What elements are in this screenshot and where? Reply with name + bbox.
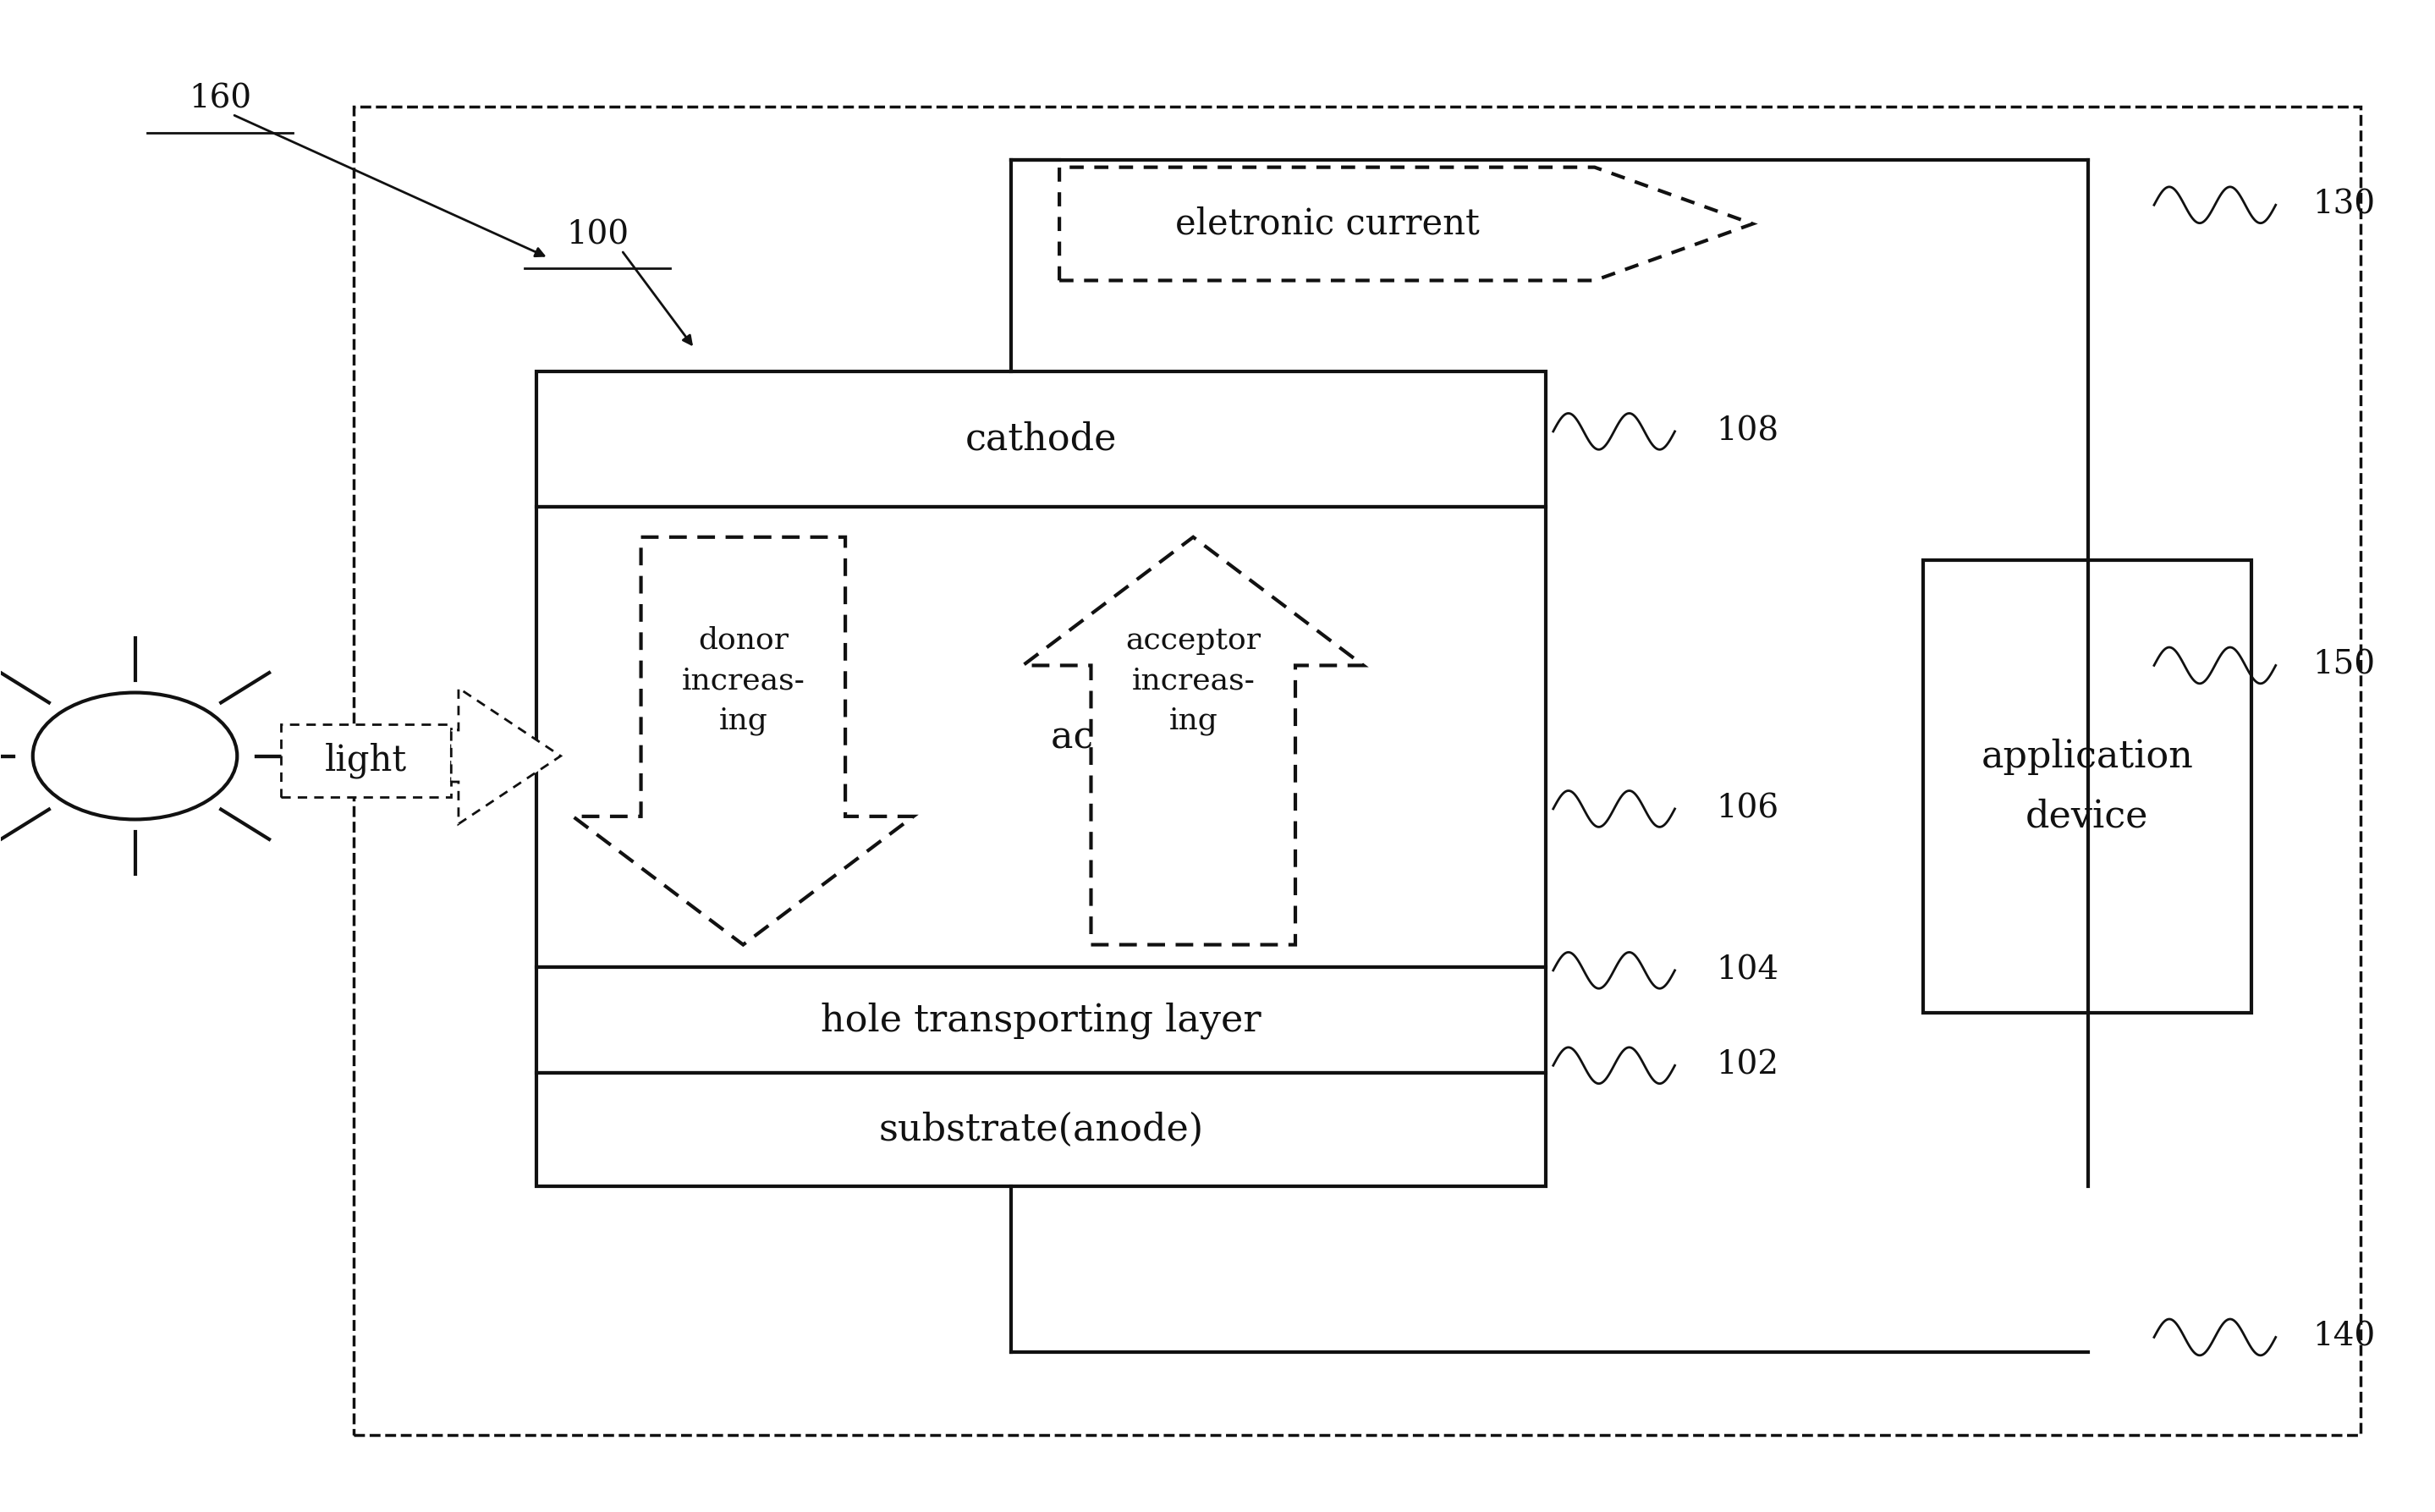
- Text: 130: 130: [2313, 189, 2374, 221]
- Text: 140: 140: [2313, 1321, 2374, 1353]
- Text: 160: 160: [190, 83, 251, 115]
- Polygon shape: [1023, 537, 1364, 945]
- Text: hole transporting layer: hole transporting layer: [821, 1002, 1261, 1039]
- Text: 108: 108: [1717, 416, 1780, 448]
- Text: light: light: [324, 742, 407, 779]
- Text: cathode: cathode: [964, 420, 1118, 457]
- Polygon shape: [450, 688, 560, 824]
- FancyBboxPatch shape: [280, 724, 450, 797]
- Polygon shape: [1059, 168, 1753, 280]
- Text: 150: 150: [2313, 650, 2374, 680]
- Polygon shape: [572, 537, 913, 945]
- Text: substrate(anode): substrate(anode): [879, 1111, 1203, 1148]
- FancyBboxPatch shape: [536, 1074, 1546, 1187]
- Text: application
device: application device: [1982, 738, 2194, 835]
- FancyBboxPatch shape: [536, 370, 1546, 507]
- FancyBboxPatch shape: [1924, 559, 2252, 1013]
- Text: eletronic current: eletronic current: [1174, 206, 1478, 242]
- Text: 104: 104: [1717, 954, 1780, 986]
- Text: donor
increas-
ing: donor increas- ing: [682, 626, 806, 735]
- Text: active layer: active layer: [1052, 718, 1274, 756]
- FancyBboxPatch shape: [536, 968, 1546, 1074]
- FancyBboxPatch shape: [536, 507, 1546, 968]
- Text: 106: 106: [1717, 794, 1780, 824]
- Text: 102: 102: [1717, 1049, 1780, 1081]
- Text: acceptor
increas-
ing: acceptor increas- ing: [1125, 626, 1261, 735]
- Text: 100: 100: [565, 219, 628, 251]
